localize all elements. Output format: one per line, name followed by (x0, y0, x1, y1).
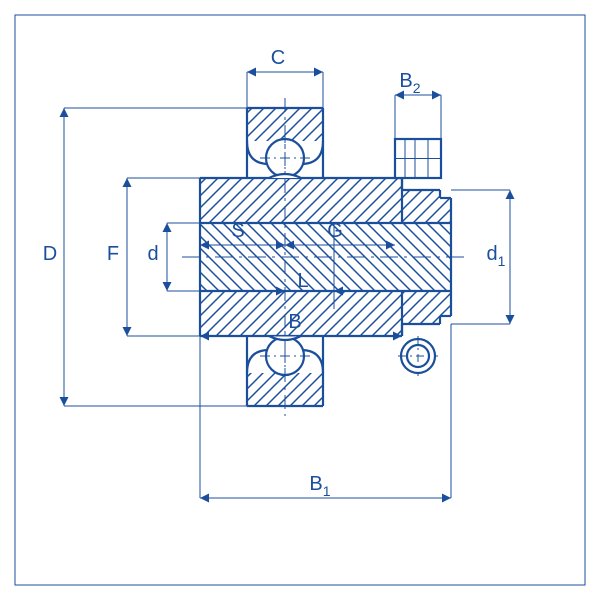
bearing-cross-section-diagram: CB2DFdd1SGLBB1 (0, 0, 600, 600)
svg-text:C: C (271, 47, 285, 69)
svg-text:d1: d1 (487, 243, 506, 269)
svg-text:S: S (231, 220, 244, 242)
svg-text:B1: B1 (309, 473, 330, 499)
svg-text:L: L (297, 270, 308, 292)
svg-text:B: B (288, 311, 301, 333)
svg-text:F: F (107, 243, 119, 265)
svg-text:G: G (327, 220, 343, 242)
svg-text:D: D (43, 243, 57, 265)
svg-text:d: d (147, 243, 158, 265)
